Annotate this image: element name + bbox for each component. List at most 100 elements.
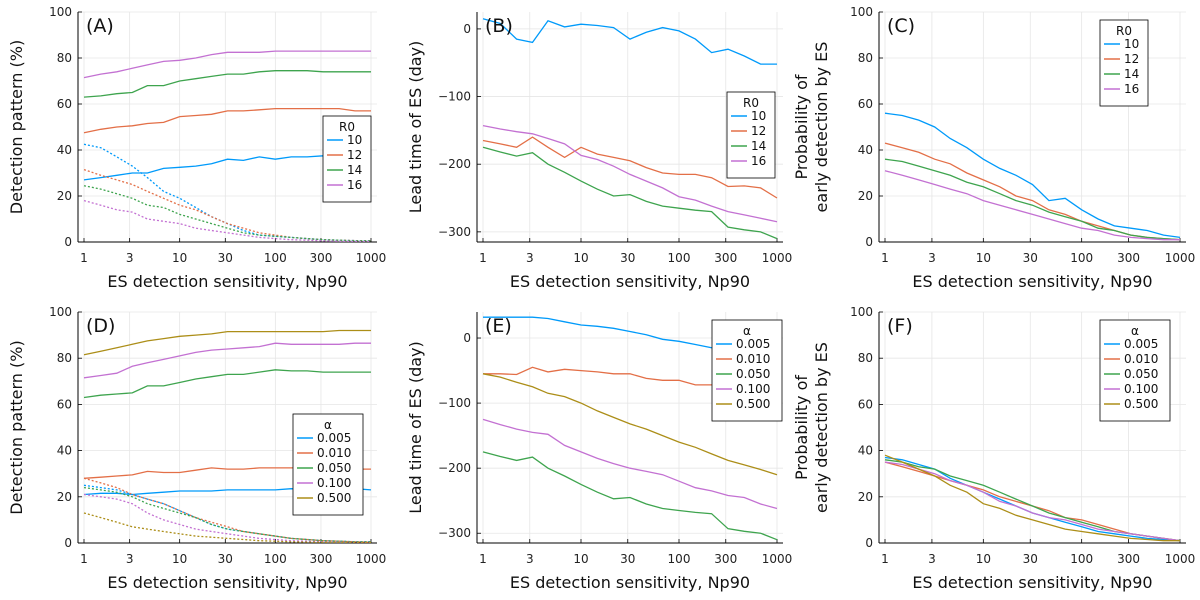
legend-title: R0 [743,96,759,110]
y-tick-label: 100 [49,5,72,19]
panel-label: (F) [887,315,913,337]
y-tick-label: 60 [858,397,873,411]
series-line [884,170,1180,241]
series-line [884,456,1181,542]
x-tick-label: 100 [1070,251,1093,265]
y-tick-label: 100 [850,305,873,319]
x-axis-label: ES detection sensitivity, Np90 [912,573,1152,592]
x-tick-label: 100 [264,251,287,265]
x-tick-label: 3 [928,552,936,566]
series-dashed-line [83,512,371,543]
series-line [482,18,777,65]
series-line [884,461,1181,542]
y-tick-label: 20 [858,490,873,504]
y-tick-label: −300 [438,225,471,239]
panel-label: (A) [86,15,114,37]
y-axis-label: Probability of [792,375,811,480]
panel-c: 1 3 10 30 100 300 1000 0 20 40 60 80 100 ES detection… [792,5,1195,291]
legend-entry: 12 [1124,52,1139,66]
series-group [884,112,1181,241]
y-axis-label: early detection by ES [812,42,831,213]
legend-entry: 10 [347,133,362,147]
x-tick-label: 300 [310,251,333,265]
panel-label: (E) [485,315,512,337]
series-line [83,342,371,379]
series-dashed-line [83,168,372,242]
x-tick-label: 100 [264,552,287,566]
series-line [83,70,371,98]
legend-entry: 0.100 [317,476,351,490]
x-tick-label: 100 [668,251,691,265]
legend-entry: 0.500 [1124,397,1158,411]
series-line [482,373,778,476]
panel-f: 1 3 10 30 100 300 1000 0 20 40 60 80 100 ES detection… [792,305,1195,592]
y-axis-label: Lead time of ES (day) [406,41,425,214]
legend-entry: 14 [347,163,362,177]
x-tick-label: 10 [573,552,588,566]
x-axis-label: ES detection sensitivity, Np90 [510,272,750,291]
y-tick-label: 0 [865,235,873,249]
panel-label: (C) [887,15,915,37]
legend-entry: 0.010 [317,446,351,460]
legend-entry: 0.100 [736,382,770,396]
y-tick-label: 40 [858,143,873,157]
series-line [884,158,1181,241]
x-axis-label: ES detection sensitivity, Np90 [510,573,750,592]
legend-entry: 0.005 [317,431,351,445]
legend-entry: 12 [751,124,766,138]
y-tick-label: −100 [438,90,471,104]
x-tick-label: 1 [80,552,88,566]
x-tick-label: 3 [526,552,534,566]
series-line [482,124,778,223]
y-axis-label: early detection by ES [812,342,831,513]
legend-entry: 10 [1124,37,1139,51]
y-axis-label: Detection pattern (%) [7,340,26,514]
x-tick-label: 3 [526,251,534,265]
series-line [83,369,371,399]
y-tick-label: 40 [858,444,873,458]
legend-entry: 0.005 [1124,337,1158,351]
legend-entry: 16 [1124,82,1139,96]
series-group [884,454,1181,542]
legend-entry: 0.500 [317,491,351,505]
y-tick-label: 40 [57,143,72,157]
x-tick-label: 30 [620,552,635,566]
x-tick-label: 100 [668,552,691,566]
y-tick-label: 0 [64,235,72,249]
x-tick-label: 300 [714,552,737,566]
legend-entry: 16 [751,154,766,168]
series-line [83,329,371,356]
series-line [884,454,1180,542]
x-tick-label: 300 [714,251,737,265]
y-tick-label: −100 [438,396,471,410]
x-axis-label: ES detection sensitivity, Np90 [107,573,347,592]
x-tick-label: 10 [172,251,187,265]
x-tick-label: 30 [1023,552,1038,566]
y-tick-label: 80 [858,351,873,365]
y-tick-label: 80 [858,51,873,65]
legend-entry: 16 [347,178,362,192]
legend-title: R0 [339,120,355,134]
y-axis-label: Lead time of ES (day) [406,341,425,514]
legend-entry: 0.010 [1124,352,1158,366]
legend-title: α [743,324,751,338]
legend-box [1099,19,1149,107]
x-tick-label: 300 [1117,251,1140,265]
y-tick-label: 0 [64,536,72,550]
x-tick-label: 300 [310,552,333,566]
x-tick-label: 1000 [1165,251,1196,265]
x-tick-label: 10 [976,251,991,265]
x-tick-label: 1000 [356,552,387,566]
x-tick-label: 30 [218,552,233,566]
x-tick-label: 10 [976,552,991,566]
series-dashed-line [83,185,371,242]
x-tick-label: 3 [126,552,134,566]
y-tick-label: 20 [57,490,72,504]
panel-e: 1 3 10 30 100 300 1000 −300 −200 −100 0 ES detectio… [406,312,792,592]
y-tick-label: 80 [57,51,72,65]
